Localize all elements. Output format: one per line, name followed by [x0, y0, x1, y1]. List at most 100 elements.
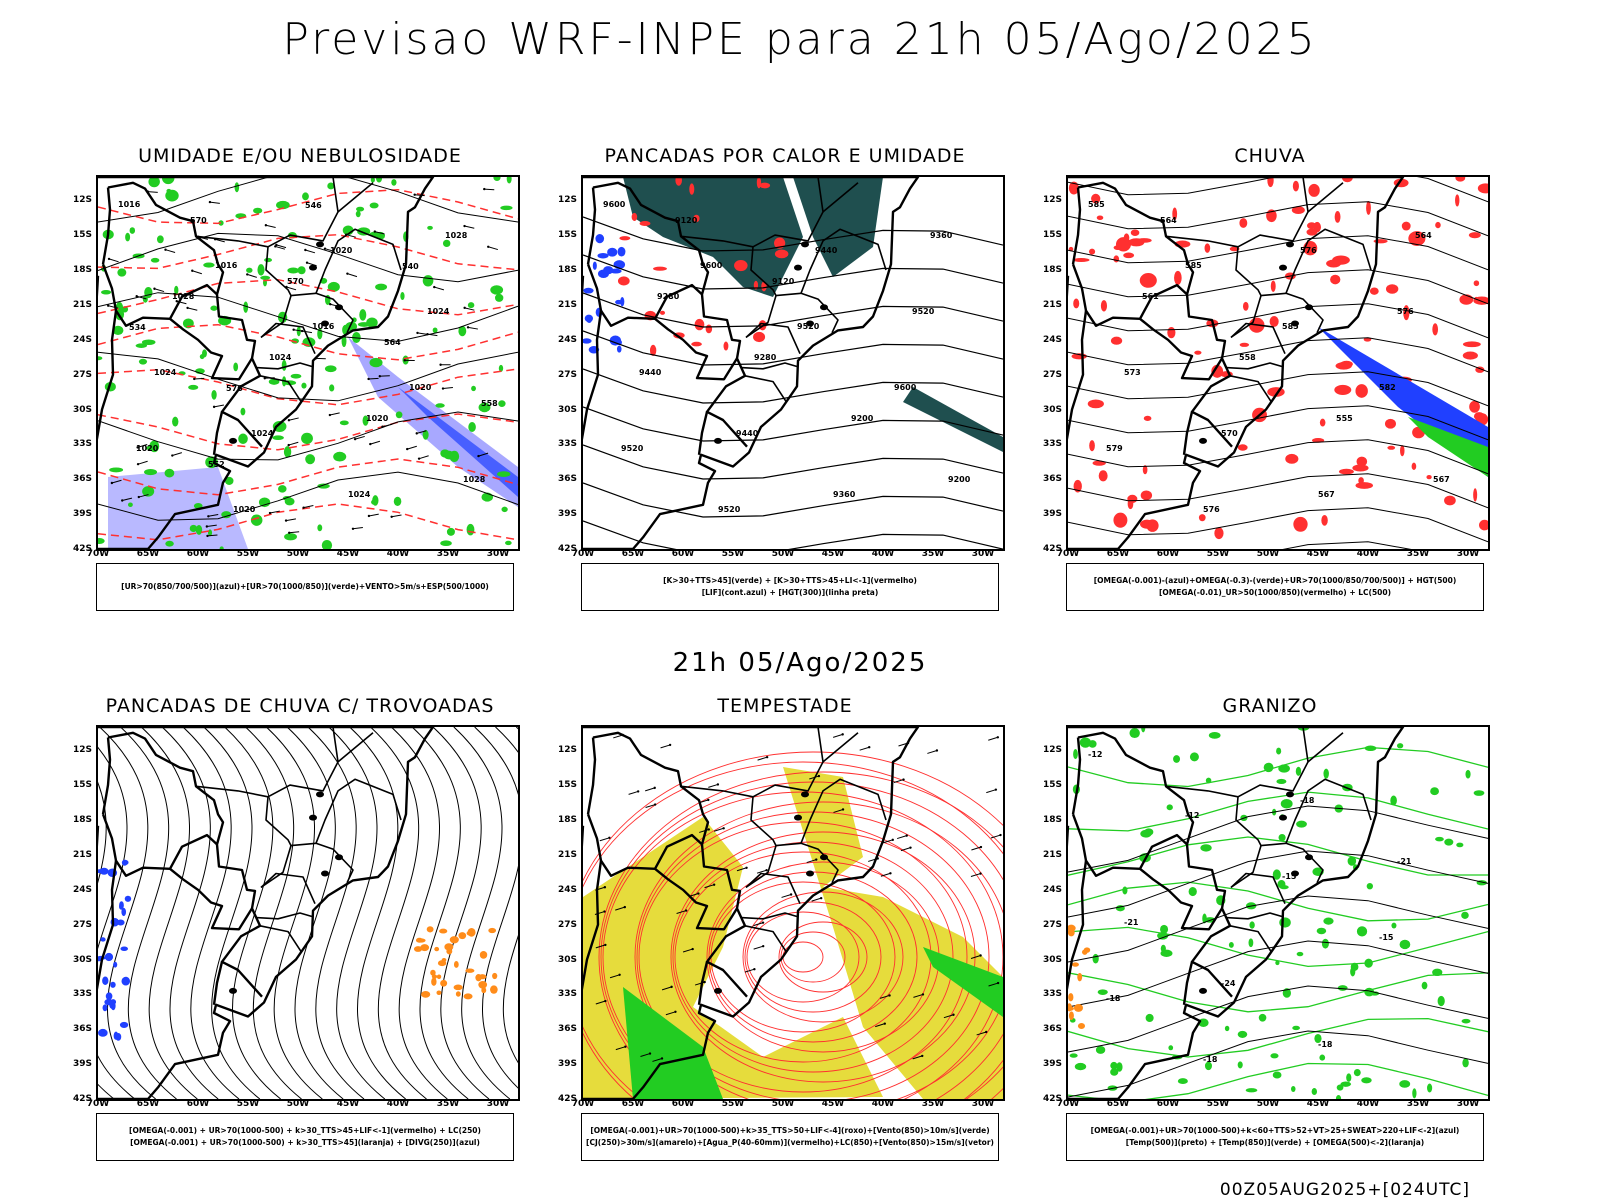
- wind-vector-head: [305, 261, 309, 264]
- wind-vector-head: [921, 1054, 924, 1058]
- border-line: [195, 727, 339, 798]
- map-granizo[interactable]: -12 -12 -15 -15 -18 -18 -18 -21 -21 -24 -18: [1066, 725, 1490, 1101]
- wind-vector-head: [979, 872, 982, 875]
- wind-vector-head: [378, 375, 382, 378]
- temperature-label: -18: [1300, 796, 1315, 805]
- rain-area: [1174, 270, 1182, 285]
- wind-vector-head: [761, 921, 765, 924]
- humidity-patch: [98, 537, 105, 544]
- streamline: [161, 727, 219, 1099]
- lake-marker: [1199, 437, 1207, 444]
- wind-vector: [208, 513, 219, 517]
- divergence-area: [120, 946, 128, 951]
- rain-area: [1110, 336, 1123, 345]
- longitude-label: 40W: [386, 1099, 410, 1109]
- latitude-label: 27S: [557, 369, 577, 380]
- wind-vector-head: [979, 954, 982, 957]
- streamline: [307, 727, 365, 1099]
- humidity-patch: [471, 385, 476, 392]
- temp-850-patch: [1456, 842, 1464, 848]
- pressure-label: 1016: [215, 261, 238, 270]
- rain-area: [1473, 488, 1478, 502]
- wind-vector-head: [716, 783, 720, 786]
- wind-vector-head: [417, 457, 421, 460]
- pressure-label: 1024: [154, 368, 177, 377]
- unstable-cell: [759, 182, 771, 189]
- geopotential-contour: [1068, 337, 1488, 373]
- longitude-label: 35W: [1406, 1099, 1430, 1109]
- rain-area: [1123, 252, 1135, 259]
- humidity-patch: [98, 356, 103, 361]
- wind-vector-head: [668, 743, 672, 747]
- wind-vector-head: [815, 858, 818, 861]
- border-line: [98, 860, 118, 990]
- humidity-patch: [506, 177, 512, 184]
- longitude-label: 50W: [771, 1099, 795, 1109]
- pressure-contour: [98, 177, 518, 223]
- storm-area: [431, 974, 438, 979]
- map-pancadas-calor[interactable]: 9600 9600 9520 9600 9520 9520 9440 9520 9440 9440…: [581, 175, 1005, 551]
- wind-vector: [832, 733, 843, 738]
- wind-vector: [288, 417, 299, 421]
- main-title: Previsao WRF-INPE para 21h 05/Ago/2025: [282, 14, 1318, 65]
- wind-vector-head: [653, 786, 656, 790]
- map-umidade[interactable]: 1016 1016 1016 1020 1020 1020 1020 1024 1024 1024…: [96, 175, 520, 551]
- longitude-axis: 70W 65W 60W 55W 50W 45W 40W 35W 30W: [87, 549, 520, 563]
- rain-area: [1462, 341, 1481, 348]
- longitude-label: 70W: [86, 1099, 110, 1109]
- border-line: [1071, 187, 1082, 265]
- map-pancadas-trovoadas[interactable]: [96, 725, 520, 1101]
- lake-marker: [794, 264, 802, 271]
- divergence-area: [119, 1021, 129, 1029]
- map-tempestade[interactable]: [581, 725, 1005, 1101]
- height-contour: [583, 406, 1003, 442]
- humidity-patch: [296, 326, 301, 337]
- rain-area: [1098, 470, 1108, 482]
- legend-line: [LIF](cont.azul) + [HGT(300)](linha pret…: [701, 588, 879, 597]
- wind-vector-head: [648, 1052, 652, 1055]
- longitude-label: 65W: [136, 549, 160, 559]
- temp-850-patch: [1258, 1013, 1267, 1022]
- rain-area: [1089, 440, 1095, 452]
- unstable-cell: [617, 276, 630, 286]
- border-line: [745, 872, 801, 905]
- wind-vector-head: [952, 1013, 955, 1016]
- longitude-label: 60W: [186, 549, 210, 559]
- temp-850-patch: [1270, 1053, 1279, 1059]
- temp-850-patch: [1461, 1018, 1471, 1024]
- wind-vector-head: [623, 905, 626, 909]
- rain-area: [1239, 218, 1248, 228]
- border-line: [259, 925, 302, 952]
- divergence-area: [110, 981, 116, 988]
- storm-area: [463, 993, 473, 1000]
- map-chuva[interactable]: 585 585 585 582 579 576 576 576 573 570 567 564 561 5…: [1066, 175, 1490, 551]
- temperature-label: -12: [1088, 750, 1102, 759]
- temp-850-patch: [1280, 798, 1293, 809]
- unstable-cell: [691, 341, 702, 347]
- wind-vector: [883, 839, 893, 844]
- height-label: 9440: [736, 429, 759, 438]
- lake-marker: [806, 320, 814, 327]
- rain-area: [1385, 284, 1399, 294]
- humidity-patch: [238, 433, 248, 445]
- lake-marker: [316, 241, 324, 248]
- temp-850-patch: [1279, 917, 1291, 928]
- wind-vector: [165, 249, 176, 254]
- geopotential-label: 564: [1415, 231, 1432, 240]
- panel-title: CHUVA: [1234, 145, 1306, 167]
- wind-vector-head: [841, 808, 845, 811]
- wind-vector: [811, 897, 822, 902]
- humidity-patch: [490, 285, 504, 295]
- latitude-label: 18S: [1042, 265, 1062, 275]
- wind-vector-head: [712, 883, 716, 886]
- height-contour: [583, 254, 1003, 290]
- wind-vector-head: [373, 230, 377, 233]
- wind-vector: [896, 835, 907, 840]
- latitude-label: 33S: [72, 989, 92, 1000]
- longitude-label: 35W: [1406, 549, 1430, 559]
- humidity-patch: [395, 411, 403, 419]
- humidity-patch: [258, 497, 271, 508]
- height-label: 9520: [912, 307, 935, 316]
- temp-850-patch: [1335, 1095, 1342, 1099]
- latitude-label: 39S: [557, 1059, 577, 1070]
